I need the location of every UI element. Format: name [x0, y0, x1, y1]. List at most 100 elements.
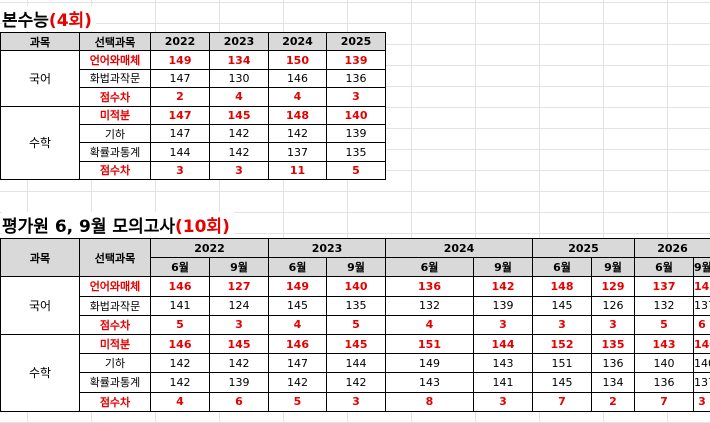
score-diff-cell: 3 [693, 391, 710, 412]
score-cell: 143 [385, 372, 474, 393]
score-cell: 139 [473, 295, 533, 316]
header-year: 2023 [209, 31, 269, 52]
score-cell: 137 [693, 372, 710, 393]
table-row: 기하 147 142 142 139 [1, 123, 386, 144]
score-cell: 150 [268, 50, 327, 70]
mock-title: 평가원 6, 9월 모의고사(10회) [2, 212, 234, 237]
score-cell: 142 [209, 123, 269, 144]
score-diff-cell: 5 [268, 391, 327, 412]
score-cell: 136 [326, 68, 386, 89]
score-cell: 149 [268, 276, 327, 297]
score-cell: 148 [532, 276, 592, 297]
score-cell: 146 [268, 68, 327, 89]
score-cell: 149 [150, 50, 210, 70]
score-diff-cell: 3 [591, 314, 635, 335]
score-diff-cell: 5 [634, 314, 694, 335]
header-month: 9월 [473, 257, 533, 278]
score-cell: 144 [473, 333, 533, 355]
score-cell: 132 [634, 295, 694, 316]
score-diff-cell: 3 [209, 314, 269, 335]
score-cell: 146 [150, 276, 210, 297]
score-cell: 146 [150, 333, 210, 355]
score-diff-cell: 8 [385, 391, 474, 412]
score-cell: 141 [150, 295, 210, 316]
score-diff-cell: 3 [326, 87, 386, 107]
table-row: 국어 언어와매체 146 127 149 140 136 142 148 129… [0, 276, 710, 335]
score-cell: 135 [326, 295, 386, 316]
table-row: 점수차 3 3 11 5 [1, 160, 386, 181]
suneung-title: 본수능(4회) [2, 6, 96, 31]
score-cell: 151 [385, 333, 474, 355]
score-cell: 142 [209, 353, 269, 374]
score-diff-cell: 6 [209, 391, 269, 412]
score-cell: 134 [591, 372, 635, 393]
score-diff-cell: 3 [209, 160, 269, 181]
score-cell: 140 [693, 353, 710, 374]
header-month: 6월 [385, 257, 474, 278]
header-year: 2024 [385, 237, 533, 259]
score-cell: 145 [209, 105, 269, 125]
score-cell: 149 [385, 353, 474, 374]
score-cell: 136 [591, 353, 635, 374]
score-diff-cell: 6 [693, 314, 710, 335]
mock-title-count: (10회) [175, 217, 230, 237]
score-cell: 144 [326, 353, 386, 374]
header-year: 2022 [150, 237, 269, 259]
score-cell: 142 [209, 142, 269, 162]
table-row: 점수차 5 3 4 5 4 3 3 3 5 6 [1, 314, 710, 335]
score-diff-cell: 7 [634, 391, 694, 412]
elective-cell: 미적분 [79, 105, 151, 125]
score-diff-cell: 3 [473, 314, 533, 335]
header-year: 2024 [268, 31, 327, 52]
header-year: 2025 [326, 31, 386, 52]
score-diff-cell: 3 [150, 160, 210, 181]
elective-cell: 점수차 [79, 314, 151, 335]
header-elective: 선택과목 [79, 31, 151, 52]
score-cell: 145 [532, 295, 592, 316]
score-cell: 136 [634, 372, 694, 393]
score-cell: 142 [150, 372, 210, 393]
score-cell: 134 [209, 50, 269, 70]
header-month: 9월 [591, 257, 635, 278]
header-month: 9월 [693, 257, 710, 278]
score-cell: 147 [268, 353, 327, 374]
score-cell: 147 [150, 123, 210, 144]
suneung-title-main: 본수능 [2, 11, 49, 31]
score-diff-cell: 7 [532, 391, 592, 412]
subject-cell-korean: 국어 [0, 50, 80, 107]
score-cell: 139 [326, 123, 386, 144]
elective-cell: 점수차 [79, 391, 151, 412]
score-diff-cell: 2 [591, 391, 635, 412]
score-cell: 132 [385, 295, 474, 316]
mock-exam-score-table: 과목 선택과목 2022 2023 2024 2025 2026 6월 9월 6… [0, 237, 710, 412]
score-cell: 141 [473, 372, 533, 393]
score-cell: 124 [209, 295, 269, 316]
header-month: 6월 [150, 257, 210, 278]
score-cell: 137 [268, 142, 327, 162]
score-cell: 137 [634, 276, 694, 297]
score-diff-cell: 4 [268, 87, 327, 107]
header-subject: 과목 [0, 31, 80, 52]
elective-cell: 언어와매체 [79, 50, 151, 70]
score-cell: 142 [150, 353, 210, 374]
mock-title-main: 평가원 6, 9월 모의고사 [2, 217, 175, 237]
elective-cell: 기하 [79, 123, 151, 144]
elective-cell: 기하 [79, 353, 151, 374]
score-diff-cell: 4 [209, 87, 269, 107]
table-row: 화법과작문 147 130 146 136 [1, 68, 386, 89]
score-cell: 137 [693, 295, 710, 316]
score-cell: 140 [326, 276, 386, 297]
score-cell: 152 [532, 333, 592, 355]
score-cell: 147 [150, 68, 210, 89]
subject-cell-korean: 국어 [0, 276, 80, 335]
score-diff-cell: 3 [326, 391, 386, 412]
table-row: 확률과통계 144 142 137 135 [1, 142, 386, 162]
elective-cell: 점수차 [79, 160, 151, 181]
score-cell: 129 [591, 276, 635, 297]
score-cell: 136 [385, 276, 474, 297]
elective-cell: 언어와매체 [79, 276, 151, 297]
score-cell: 135 [591, 333, 635, 355]
score-diff-cell: 2 [150, 87, 210, 107]
score-diff-cell: 3 [473, 391, 533, 412]
score-cell: 130 [209, 68, 269, 89]
